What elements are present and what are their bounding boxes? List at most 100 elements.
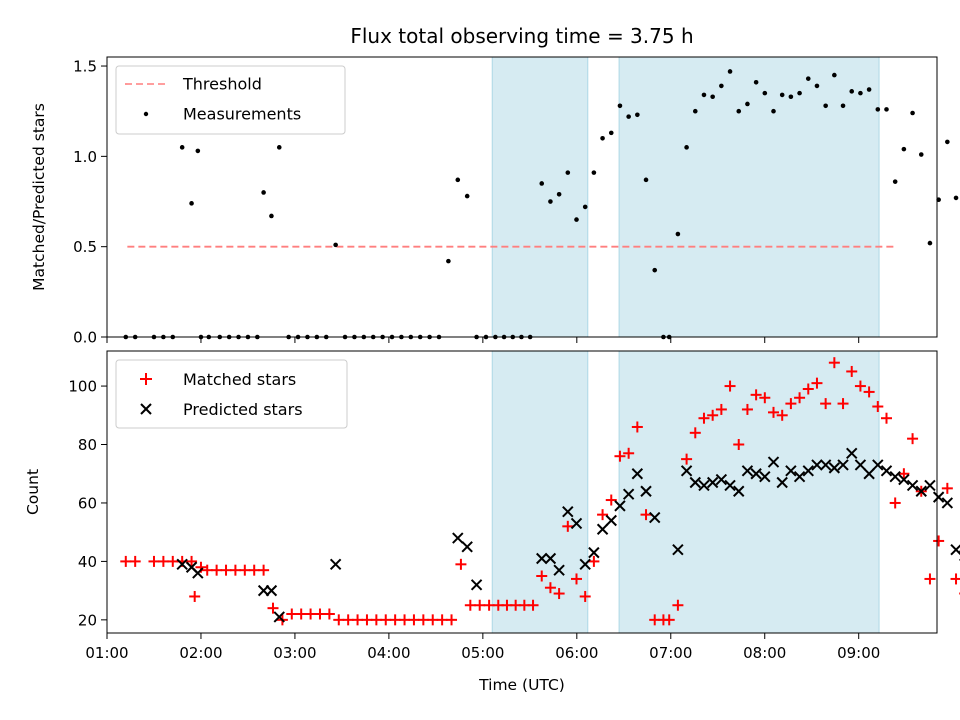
predicted-star-point <box>553 564 565 576</box>
matched-star-point <box>623 447 635 459</box>
matched-star-point <box>889 497 901 509</box>
y-tick-label: 0.5 <box>73 238 97 256</box>
predicted-marker-b <box>750 468 762 480</box>
matched-star-point <box>389 614 401 626</box>
measurement-point <box>600 135 605 141</box>
predicted-marker-b <box>192 567 204 579</box>
measurement-point <box>701 92 707 98</box>
x-tick-label: 03:00 <box>273 644 316 662</box>
matched-star-point <box>631 421 643 433</box>
measurement-point <box>918 152 924 157</box>
matched-star-point <box>536 570 548 582</box>
predicted-star-point <box>649 511 661 524</box>
predicted-marker-b <box>570 517 583 530</box>
predicted-star-point <box>802 465 814 477</box>
predicted-marker-b <box>785 465 797 477</box>
predicted-star-point <box>614 500 626 512</box>
top-legend-box <box>115 65 346 135</box>
measurement-point <box>591 170 597 175</box>
matched-star-point <box>811 377 823 389</box>
matched-star-point <box>167 555 179 567</box>
predicted-star-point <box>672 544 684 556</box>
legend-predicted-swatch <box>140 403 152 415</box>
matched-star-point <box>759 392 771 404</box>
predicted-marker-b <box>596 523 609 535</box>
y-tick-label: 0.0 <box>73 329 97 347</box>
measurement-point <box>617 103 623 109</box>
matched-star-point <box>724 380 736 392</box>
matched-star-point <box>570 573 582 585</box>
x-tick-label: 09:00 <box>837 644 880 662</box>
matched-star-point <box>698 412 710 424</box>
predicted-star-point <box>776 476 788 489</box>
matched-star-point <box>148 555 160 567</box>
measurement-point <box>945 139 950 145</box>
count-panel: 20 40 60 80 100 01:00 02:00 03:00 04:00 05:00 06:… <box>24 350 960 694</box>
predicted-star-point <box>605 514 617 527</box>
matched-star-point <box>768 406 780 418</box>
predicted-star-point <box>906 479 919 492</box>
predicted-star-point <box>924 479 936 492</box>
predicted-marker-b <box>579 558 591 571</box>
measurement-point <box>927 240 933 246</box>
matched-star-point <box>267 602 279 614</box>
predicted-marker-b <box>544 552 557 565</box>
predicted-marker-b <box>906 479 919 492</box>
bottom-y-axis-label: Count <box>24 469 42 515</box>
chart-title: Flux total observing time = 3.75 h <box>350 24 693 48</box>
top-plot-frame <box>106 56 938 338</box>
matched-star-point <box>352 614 364 626</box>
predicted-marker-b <box>863 468 875 480</box>
observing-spans <box>491 56 880 338</box>
predicted-marker-b <box>915 485 927 497</box>
matched-star-point <box>370 614 382 626</box>
matched-star-point <box>579 590 591 602</box>
predicted-marker-b <box>715 473 728 486</box>
measurement-point <box>805 76 811 81</box>
predicted-marker-b <box>828 462 841 474</box>
matched-star-point <box>750 389 762 401</box>
matched-star-point <box>863 386 875 398</box>
observing-span <box>491 350 589 634</box>
x-tick-label: 01:00 <box>85 644 128 662</box>
matched-star-point <box>663 614 675 626</box>
predicted-marker-b <box>452 532 464 544</box>
predicted-star-point <box>863 468 875 480</box>
measurement-point <box>626 114 631 119</box>
matched-star-point <box>157 555 169 567</box>
matched-star-point <box>229 564 241 576</box>
predicted-star-point <box>828 462 841 474</box>
predicted-marker-b <box>741 465 754 477</box>
predicted-star-point <box>562 506 574 518</box>
predicted-marker-b <box>837 459 849 471</box>
measurement-point <box>261 190 266 195</box>
y-tick-label: 80 <box>78 436 97 454</box>
matched-star-point <box>305 608 317 620</box>
predicted-marker-b <box>793 470 806 483</box>
predicted-star-point <box>872 459 884 471</box>
matched-star-point <box>689 427 701 439</box>
measurement-point <box>333 242 338 248</box>
predicted-marker-b <box>941 497 954 509</box>
predicted-marker-b <box>872 459 884 471</box>
measurement-point <box>446 258 451 264</box>
predicted-star-point <box>733 485 745 497</box>
top-y-axis-label: Matched/Predicted stars <box>30 103 48 291</box>
matched-star-point <box>129 555 141 567</box>
predicted-star-point <box>819 459 832 471</box>
measurement-point <box>875 107 881 112</box>
measurement-point <box>771 108 776 114</box>
x-axis-label: Time (UTC) <box>478 676 565 694</box>
measurement-point <box>719 83 724 89</box>
measurement-point <box>727 69 733 74</box>
x-tick-label: 02:00 <box>179 644 222 662</box>
predicted-star-point <box>544 552 557 565</box>
measurement-point <box>745 101 750 107</box>
matched-star-point <box>941 482 953 494</box>
matched-star-point <box>455 558 467 570</box>
matched-star-point <box>837 398 849 410</box>
predicted-marker-b <box>605 514 617 527</box>
predicted-star-point <box>854 459 867 471</box>
measurement-point <box>548 199 553 204</box>
predicted-marker-b <box>640 485 652 497</box>
